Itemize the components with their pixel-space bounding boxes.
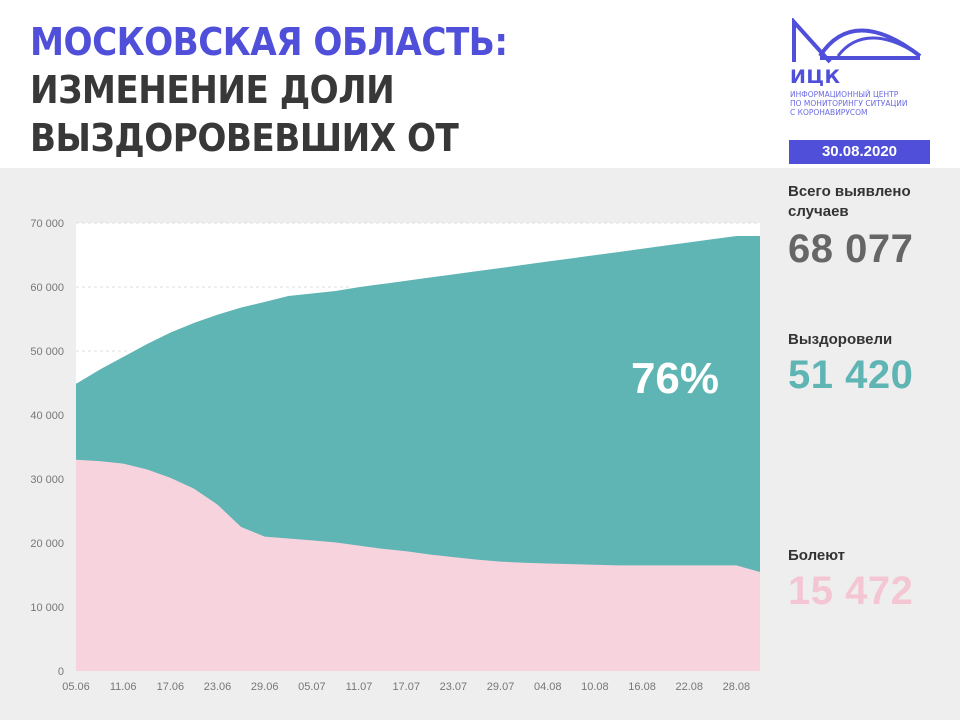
x-tick-label: 23.06 bbox=[204, 681, 232, 693]
x-tick-label: 29.06 bbox=[251, 681, 279, 693]
x-tick-label: 29.07 bbox=[487, 681, 515, 693]
x-tick-label: 04.08 bbox=[534, 681, 562, 693]
stat-total-label: Всего выявлено случаев bbox=[788, 183, 911, 220]
logo: ИЦК Информационный центр по мониторингу … bbox=[790, 18, 935, 117]
stat-sick-label: Болеют bbox=[788, 547, 846, 564]
y-tick-label: 30 000 bbox=[30, 474, 64, 486]
x-tick-label: 05.06 bbox=[62, 681, 90, 693]
series-line-total bbox=[75, 234, 760, 384]
x-tick-label: 05.07 bbox=[298, 681, 326, 693]
header: Московская область: изменение доли выздо… bbox=[0, 0, 960, 208]
x-tick-label: 11.07 bbox=[346, 681, 373, 693]
area-chart: 0 10 000 20 000 30 000 40 000 50 000 60 000 70 … bbox=[30, 218, 760, 693]
x-tick-label: 17.07 bbox=[392, 681, 420, 693]
stat-sick-value: 15 472 bbox=[788, 569, 914, 613]
title-region: Московская область: bbox=[30, 20, 508, 64]
x-tick-label: 22.08 bbox=[675, 681, 703, 693]
y-tick-label: 40 000 bbox=[30, 410, 64, 422]
stat-recovered-value: 51 420 bbox=[788, 353, 914, 397]
stat-recovered: Выздоровели 51 420 bbox=[788, 330, 938, 398]
bridge-waves-logo-icon bbox=[792, 18, 922, 64]
x-tick-label: 17.06 bbox=[157, 681, 185, 693]
stat-total-value: 68 077 bbox=[788, 227, 914, 271]
x-tick-label: 10.08 bbox=[581, 681, 609, 693]
stat-total: Всего выявлено случаев 68 077 bbox=[788, 182, 938, 272]
y-tick-label: 0 bbox=[58, 666, 64, 678]
stat-recovered-label: Выздоровели bbox=[788, 331, 893, 348]
logo-name: ИЦК bbox=[790, 66, 841, 88]
y-tick-label: 50 000 bbox=[30, 346, 64, 358]
annotation-percent: 76% bbox=[631, 354, 719, 403]
series-area-sick bbox=[76, 459, 760, 671]
x-tick-label: 23.07 bbox=[440, 681, 468, 693]
y-tick-label: 70 000 bbox=[30, 218, 64, 230]
x-tick-label: 16.08 bbox=[628, 681, 656, 693]
y-tick-label: 10 000 bbox=[30, 602, 64, 614]
y-tick-label: 20 000 bbox=[30, 538, 64, 550]
logo-subtitle: Информационный центр по мониторингу ситу… bbox=[790, 90, 908, 117]
x-tick-label: 28.08 bbox=[723, 681, 751, 693]
y-tick-label: 60 000 bbox=[30, 282, 64, 294]
stat-sick: Болеют 15 472 bbox=[788, 546, 938, 614]
x-tick-label: 11.06 bbox=[110, 681, 137, 693]
date-badge: 30.08.2020 bbox=[789, 140, 930, 164]
